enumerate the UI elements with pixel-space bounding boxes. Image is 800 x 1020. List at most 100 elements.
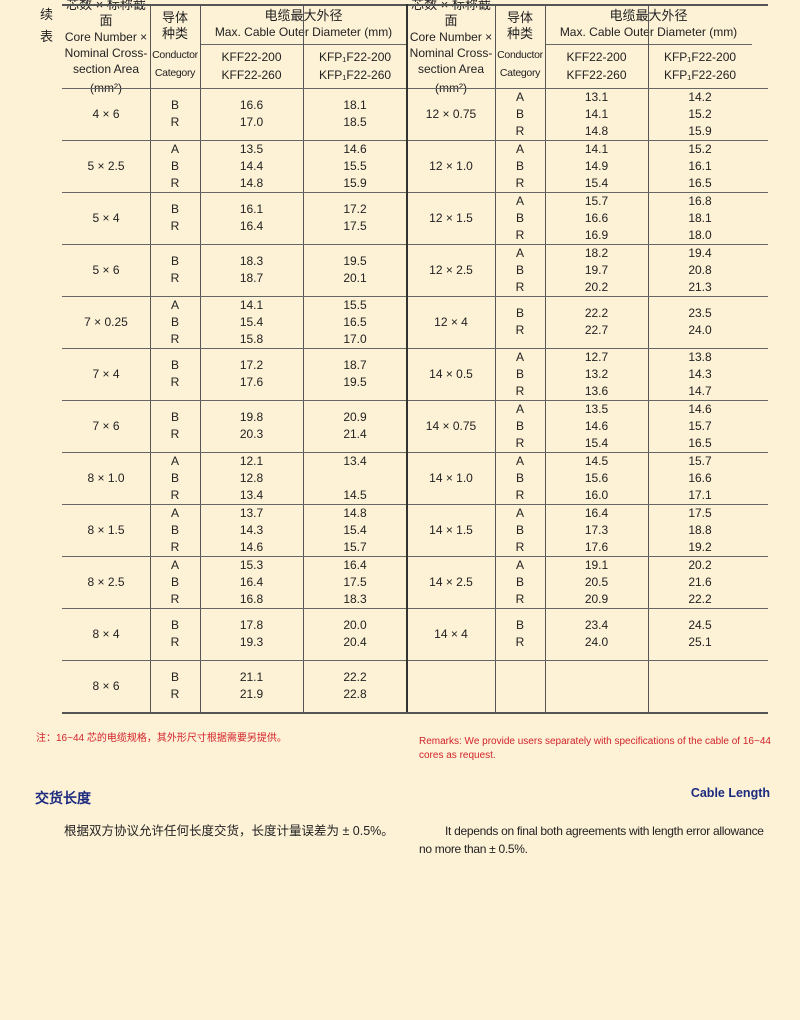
kff-value: 14.5 — [584, 453, 609, 468]
size-cell: 14 × 4 — [434, 626, 468, 641]
kfp-cell — [648, 660, 752, 712]
kff-value: 16.4 — [239, 574, 264, 589]
cats-value: B — [515, 158, 524, 173]
cats-value: R — [515, 123, 525, 138]
kff-value: 12.8 — [239, 470, 264, 485]
size-cell: 14 × 2.5 — [429, 574, 473, 589]
left-header-size: 芯数 × 标称截面Core Number ×Nominal Cross-sect… — [62, 0, 150, 95]
kff-cell: 17.2 17.6 — [200, 348, 303, 400]
kff-cell: 15.7 16.6 16.9 — [545, 192, 648, 244]
cats-value: B — [170, 98, 179, 112]
kff-value: 20.5 — [584, 574, 609, 589]
kff-value: 17.2 — [239, 358, 264, 372]
kfp-value: 14.6 — [343, 141, 367, 156]
kff-value: 14.8 — [584, 123, 609, 138]
kff-value: 23.4 — [584, 618, 609, 632]
right-header-category: 导体种类 Conductor Category — [495, 4, 545, 88]
header-model-text: KFF22-260 — [221, 68, 282, 82]
row-divider — [407, 660, 768, 661]
cats-value: A — [515, 349, 524, 364]
kff-value: 16.4 — [584, 505, 609, 520]
column-divider — [150, 4, 151, 712]
kfp-cell: 22.2 22.8 — [303, 660, 407, 712]
kfp-value: 23.5 — [688, 306, 712, 320]
kfp-value: 17.5 — [343, 219, 367, 233]
cats-value: A — [170, 453, 179, 468]
cats-value: R — [170, 271, 180, 285]
size-cell: 8 × 2.5 — [87, 574, 125, 589]
kfp-cell: 17.2 17.5 — [303, 192, 407, 244]
header-category-text: Conductor — [497, 49, 543, 61]
header-category-text: Category — [499, 67, 541, 79]
cats-value: B — [170, 522, 179, 537]
size-cell: 12 × 0.75 — [425, 106, 477, 121]
kfp-value: 16.6 — [688, 470, 712, 485]
kfp-value: 14.5 — [343, 487, 367, 502]
kfp-value: 15.2 — [688, 106, 712, 121]
cats-value: B — [170, 158, 179, 173]
row-divider — [62, 140, 407, 141]
cats-value: R — [515, 323, 525, 337]
kff-value: 14.8 — [239, 175, 264, 190]
right-header-size: 芯数 × 标称截面Core Number ×Nominal Cross-sect… — [407, 0, 495, 95]
kfp-cell: 23.5 24.0 — [648, 296, 752, 348]
kfp-value: 15.2 — [688, 141, 712, 156]
kff-cell: 12.7 13.2 13.6 — [545, 348, 648, 400]
kfp-value: 18.1 — [343, 98, 367, 112]
cats-value: A — [515, 141, 524, 156]
kff-value: 24.0 — [584, 635, 609, 649]
column-divider — [545, 4, 546, 712]
size-cell: 12 × 1.5 — [429, 210, 473, 225]
kfp-value: 20.8 — [688, 262, 712, 277]
size-cell: 8 × 6 — [92, 678, 120, 693]
kfp-value: 18.1 — [688, 210, 712, 225]
kfp-cell: 20.9 21.4 — [303, 400, 407, 452]
cable-length-title-zh: 交货长度 — [35, 790, 91, 806]
kfp-value: 16.5 — [343, 314, 367, 329]
kff-cell: 13.1 14.1 14.8 — [545, 88, 648, 140]
kff-cell: 19.1 20.5 20.9 — [545, 556, 648, 608]
size-cell: 4 × 6 — [92, 106, 120, 121]
header-size-text: Core Number × — [64, 29, 148, 44]
cats-value: B — [515, 418, 524, 433]
right-header-kff: KFF22-200 KFF22-260 — [545, 44, 648, 88]
kff-value: 14.4 — [239, 158, 264, 173]
cats-value: R — [170, 175, 180, 190]
cats-value: A — [515, 505, 524, 520]
header-size-text: section Area — [417, 61, 485, 76]
kff-cell: 22.2 22.7 — [545, 296, 648, 348]
cats-value: A — [170, 297, 179, 312]
kfp-cell: 16.4 17.5 18.3 — [303, 556, 407, 608]
kfp-value: 25.1 — [688, 635, 712, 649]
left-header-category: 导体种类 Conductor Category — [150, 4, 200, 88]
row-divider — [407, 192, 768, 193]
size-cell: 7 × 6 — [92, 418, 120, 433]
cats-value: B — [170, 618, 179, 632]
kfp-value: 20.2 — [688, 557, 712, 572]
header-model-text: KFP₁F22-260 — [318, 68, 392, 82]
row-divider — [62, 400, 407, 401]
size-cell: 7 × 0.25 — [84, 314, 128, 329]
cats-value: A — [515, 193, 524, 208]
kfp-cell: 14.2 15.2 15.9 — [648, 88, 752, 140]
kfp-cell: 18.1 18.5 — [303, 88, 407, 140]
kff-value: 17.6 — [239, 375, 264, 389]
cats-value: A — [515, 557, 524, 572]
kff-value: 15.4 — [584, 175, 609, 190]
kfp-value: 15.9 — [343, 175, 367, 190]
cats-value: B — [515, 210, 524, 225]
cats-value: R — [515, 279, 525, 294]
size-cell — [407, 660, 495, 712]
kfp-value: 15.5 — [343, 297, 367, 312]
kff-value: 12.7 — [584, 349, 609, 364]
